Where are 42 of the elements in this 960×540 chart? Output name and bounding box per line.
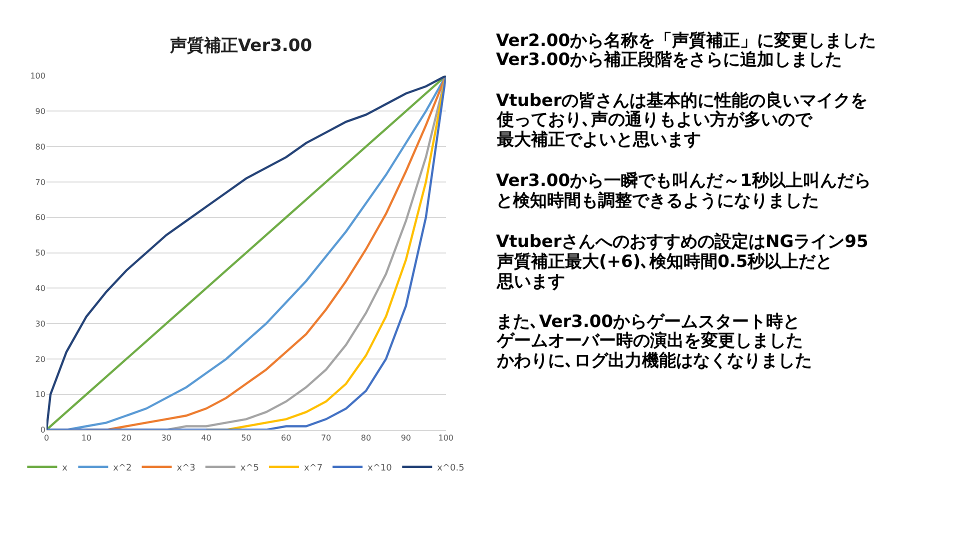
text: と検知時間も調整できるようになりました [496,191,819,211]
y-tick-label: 50 [35,248,46,258]
y-tick-label: 70 [35,178,46,187]
x-tick-label: 30 [161,433,172,442]
text: Ver3.00から補正段階をさらに追加しました [496,50,842,70]
text: Ver2.00から名称を「声質補正」に変更しました [496,31,876,51]
legend-label: x^5 [240,463,259,474]
y-tick-label: 20 [35,354,46,364]
y-tick-label: 0 [40,426,46,435]
x-tick-label: 80 [360,433,372,442]
text: ゲームオーバー時の演出を変更しました [496,331,803,351]
text: 声質補正最大(+6)､検知時間0.5秒以上だと [496,252,833,272]
text: Ver3.00から一瞬でも叫んだ～1秒以上叫んだら [496,171,871,191]
legend-label: x^3 [176,463,196,474]
x-tick-label: 90 [400,433,412,442]
x-tick-label: 20 [121,433,132,442]
chart-title: 声質補正Ver3.00 [168,36,312,56]
text: Vtuberさんへのおすすめの設定はNGライン95 [496,232,868,252]
y-tick-label: 30 [35,319,46,328]
x-tick-label: 70 [320,433,332,442]
legend-label: x^2 [113,463,132,474]
text: Vtuberの皆さんは基本的に性能の良いマイクを [496,91,868,111]
x-tick-label: 60 [281,433,292,442]
legend-label: x [62,463,68,474]
text: 最大補正でよいと思います [496,130,701,150]
legend-label: x^0.5 [437,463,464,474]
x-tick-label: 10 [81,433,92,442]
x-tick-label: 40 [201,433,212,442]
x-tick-label: 100 [438,433,454,442]
y-tick-label: 60 [35,213,46,222]
y-tick-label: 10 [35,390,46,400]
text: また､Ver3.00からゲームスタート時と [496,312,800,332]
legend-label: x^10 [368,463,392,474]
text: 使っており､声の通りもよい方が多いので [496,110,813,130]
text: かわりに､ログ出力機能はなくなりました [496,351,812,371]
text: 思います [496,272,565,292]
y-tick-label: 90 [35,106,46,116]
x-tick-label: 50 [241,433,252,442]
y-tick-label: 100 [30,72,46,81]
y-tick-label: 80 [35,142,46,152]
legend-label: x^7 [304,463,323,474]
y-tick-label: 40 [35,284,46,293]
